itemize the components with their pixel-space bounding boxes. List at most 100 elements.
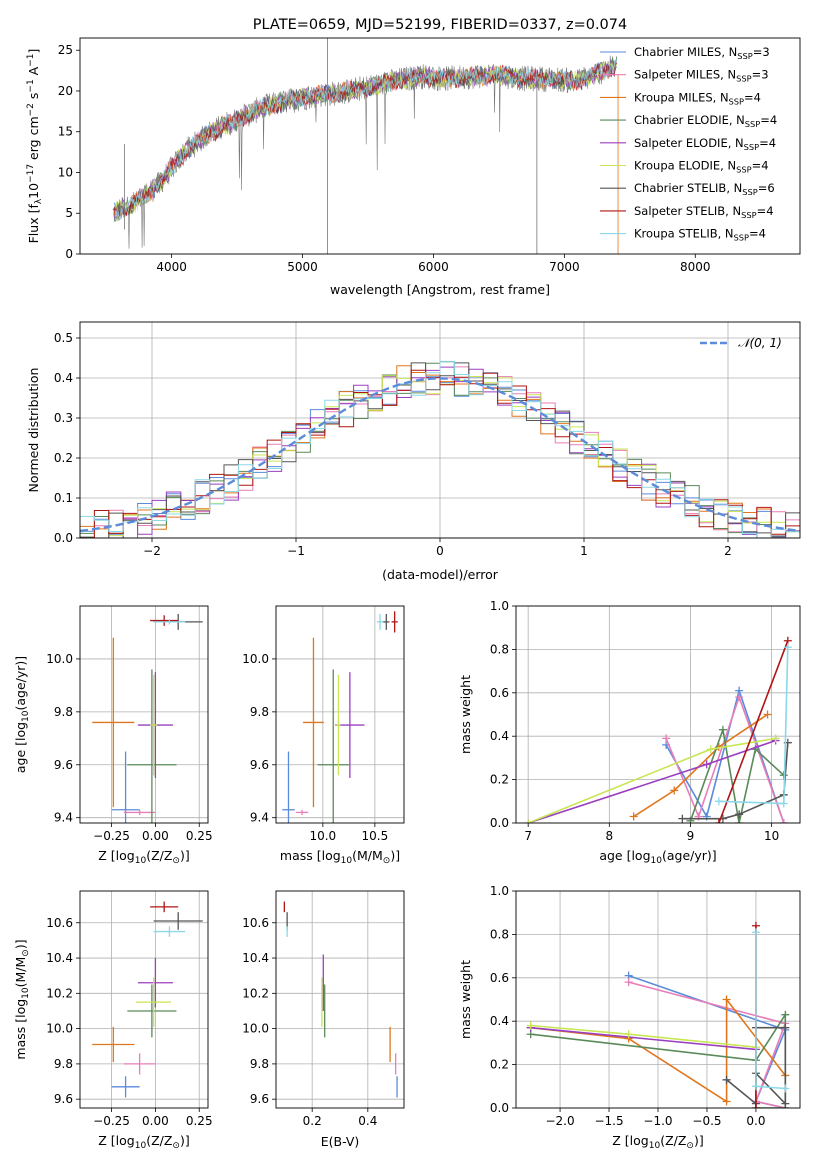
text-span: =4 (760, 113, 777, 127)
x-tick-label: 0.25 (186, 1114, 213, 1128)
weight-marker (714, 819, 723, 823)
y-tick-label: 10.4 (242, 951, 269, 965)
spectrum-model-line (113, 59, 618, 220)
weight-marker (526, 1021, 535, 1030)
legend-label: Chabrier STELIB, NSSP=6 (634, 181, 775, 197)
text-span: )] (694, 1133, 704, 1148)
y-tick-label: 9.6 (250, 758, 269, 772)
x-tick-label: 0.4 (358, 1114, 377, 1128)
text-span: 10 (341, 856, 353, 866)
y-tick-label: 9.6 (54, 1092, 73, 1106)
axes-residuals: −2 −1 0 1 2 0.0 0.1 0.2 0.3 0.4 0.5 (54, 321, 801, 558)
text-span: Chabrier ELODIE, N (634, 113, 745, 127)
errorbar-group (282, 611, 398, 823)
text-span: (M/M (352, 848, 383, 863)
y-tick-label: 9.6 (250, 1092, 269, 1106)
x-tick-label: 7000 (549, 260, 580, 274)
x-axis-label: Z [log10(Z/Z⊙)] (612, 1133, 703, 1151)
weight-line (665, 687, 785, 823)
weight-marker (783, 643, 792, 652)
y-tick-label: 10.2 (46, 986, 73, 1000)
x-tick-label: 8 (605, 829, 613, 843)
x-tick-label: 0.25 (186, 829, 213, 843)
weight-marker (781, 1010, 790, 1019)
x-axis-label: age [log10(age/yr)] (599, 848, 716, 866)
text-span: −1 (26, 79, 36, 92)
y-tick-label: 0.4 (490, 729, 509, 743)
x-tick-label: 0.2 (303, 1114, 322, 1128)
errorbar-point (137, 958, 173, 1008)
text-span: =4 (752, 159, 769, 173)
text-span: 10 (135, 856, 147, 866)
text-span: SSP (744, 142, 759, 152)
y-tick-label: 0.6 (490, 686, 509, 700)
text-span: A (26, 66, 41, 79)
x-tick-label: 10 (764, 829, 779, 843)
axes-mass-vs-ebv: 0.2 0.4 9.6 9.8 10.0 10.2 10.4 10.6 (242, 890, 405, 1128)
text-span: 10 (135, 1141, 147, 1151)
x-tick-label: 0 (436, 544, 444, 558)
x-axis-label: Z [log10(Z/Z⊙)] (98, 1133, 189, 1151)
y-tick-label: 5 (65, 206, 73, 220)
text-span: ⊙ (172, 856, 180, 866)
weight-marker (722, 1097, 731, 1106)
text-span: )] (180, 1133, 190, 1148)
text-span: =3 (752, 68, 769, 82)
errorbar-point (127, 669, 177, 823)
y-tick-label: 0.8 (490, 927, 509, 941)
text-span: Flux [f (26, 204, 41, 244)
text-span: SSP (736, 74, 751, 84)
errorbar-point (150, 901, 179, 913)
y-tick-label: 10.6 (242, 916, 269, 930)
axes-frame (79, 37, 801, 255)
text-span: SSP (734, 233, 749, 243)
errorbar-point (136, 977, 172, 1027)
weight-marker (629, 812, 638, 821)
y-tick-label: 0.2 (490, 1058, 509, 1072)
x-axis-label: Z [log10(Z/Z⊙)] (98, 848, 189, 866)
chart-title: PLATE=0659, MJD=52199, FIBERID=0337, z=0… (253, 17, 627, 33)
errorbar-point (391, 611, 398, 633)
text-span: λ (34, 198, 44, 204)
weight-marker (670, 786, 679, 795)
legend-label: Kroupa ELODIE, NSSP=4 (634, 159, 769, 175)
text-span: =4 (749, 227, 766, 241)
text-span: Kroupa MILES, N (634, 90, 729, 104)
text-span: −2 (26, 103, 36, 116)
weight-line (665, 694, 785, 823)
axes-frame (79, 890, 209, 1109)
axes-frame (515, 890, 801, 1109)
text-span: ⊙ (383, 856, 391, 866)
text-span: erg cm (26, 116, 41, 164)
axes-frame (515, 605, 801, 824)
x-tick-label: −1.5 (594, 1114, 623, 1128)
text-span: ⊙ (172, 1141, 180, 1151)
text-span: SSP (729, 96, 744, 106)
errorbar-point (123, 1053, 156, 1075)
y-tick-label: 10.6 (46, 916, 73, 930)
errorbar-group (92, 901, 203, 1098)
errorbar-point (336, 674, 341, 776)
legend-label: Chabrier ELODIE, NSSP=4 (634, 113, 777, 129)
legend-label: Kroupa MILES, NSSP=4 (634, 90, 761, 106)
errorbar-point (317, 669, 349, 823)
text-span: =4 (759, 136, 776, 150)
text-span: ⊙ (686, 1141, 694, 1151)
y-tick-label: 0.0 (490, 1101, 509, 1115)
axes-weight-vs-Z: −2.0 −1.5 −1.0 −0.5 0.0 0.0 0.2 0.4 0.6 0.8 1.0 (490, 884, 801, 1128)
spectrum-lines (112, 38, 619, 254)
x-axis-label: mass [log10(M/M⊙)] (280, 848, 400, 866)
errorbar-point (153, 926, 186, 937)
weight-line (530, 1026, 756, 1051)
text-span: Z [log (612, 1133, 648, 1148)
errorbar-point (383, 613, 390, 630)
y-axis-label: Normed distribution (26, 368, 41, 493)
y-tick-label: 10.0 (46, 1022, 73, 1036)
legend-label: Salpeter MILES, NSSP=3 (634, 68, 769, 84)
x-tick-label: 10.5 (362, 829, 389, 843)
y-tick-label: 0.0 (490, 816, 509, 830)
legend-label: Salpeter ELODIE, NSSP=4 (634, 136, 776, 152)
histogram-group (80, 360, 800, 538)
y-tick-label: 9.4 (250, 811, 269, 825)
y-tick-label: 0.5 (54, 331, 73, 345)
